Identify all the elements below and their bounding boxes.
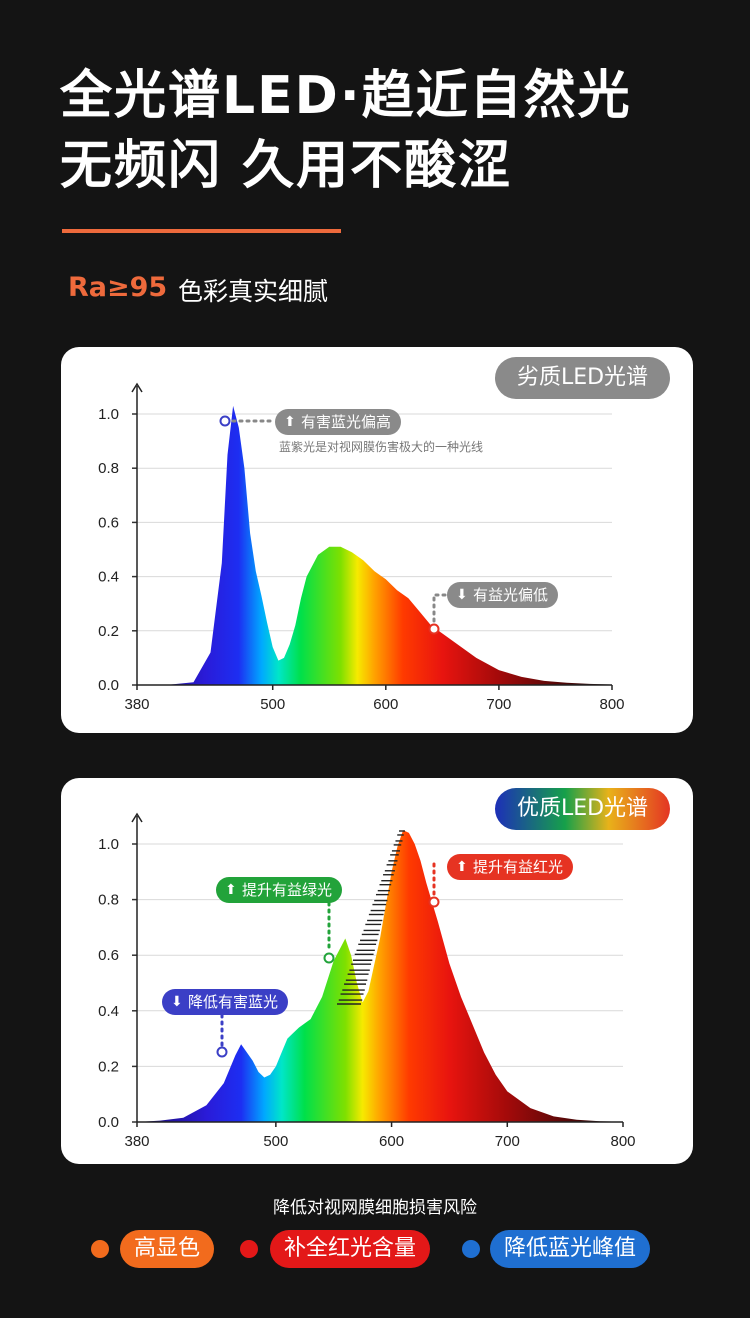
y-tick-label: 1.0 <box>98 406 119 423</box>
annotation-marker-blue <box>219 415 231 427</box>
annotation-leader <box>432 593 447 623</box>
annotation-marker-red <box>428 896 440 908</box>
annotation-label: 降低有害蓝光 <box>188 993 279 1011</box>
x-tick-label: 600 <box>379 1133 404 1150</box>
annotation-beneficial-low: ⬇ 有益光偏低 <box>447 582 559 608</box>
headline-line-2: 无频闪 久用不酸涩 <box>60 136 513 196</box>
annotation-label: 提升有益红光 <box>473 858 564 876</box>
x-tick-label: 380 <box>124 1133 149 1150</box>
x-tick-label: 800 <box>599 696 624 713</box>
y-tick-label: 0.6 <box>98 514 119 531</box>
x-tick-label: 700 <box>486 696 511 713</box>
arrow-up-icon: ⬆ <box>284 414 296 430</box>
x-tick-label: 700 <box>495 1133 520 1150</box>
ra-description: 色彩真实细腻 <box>178 277 329 306</box>
poor-spectrum-card: 0.0 0.2 0.4 0.6 0.8 1.0 380 500 600 700 800 劣质LED光… <box>61 347 693 733</box>
annotation-harmful-blue-high: ⬆ 有害蓝光偏高 <box>275 409 402 435</box>
y-axis-arrow <box>131 382 143 393</box>
y-tick-label: 0.2 <box>98 623 119 640</box>
spectrum-area <box>137 830 623 1122</box>
ra-value: Ra≥95 <box>68 272 168 303</box>
annotation-boost-green: ⬆ 提升有益绿光 <box>216 877 343 903</box>
x-tick-label: 500 <box>263 1133 288 1150</box>
annotation-marker-blue <box>216 1046 228 1058</box>
x-tick-label: 380 <box>124 696 149 713</box>
arrow-down-icon: ⬇ <box>171 994 183 1010</box>
accent-divider <box>62 229 341 233</box>
feature-red-light: 补全红光含量 <box>270 1230 431 1268</box>
feature-dot-blue <box>462 1240 480 1258</box>
annotation-label: 有害蓝光偏高 <box>301 413 392 431</box>
y-tick-label: 0.4 <box>98 569 119 586</box>
y-axis-arrow <box>131 812 143 823</box>
feature-dot-orange <box>91 1240 109 1258</box>
y-tick-label: 0.4 <box>98 1003 119 1020</box>
arrow-up-icon: ⬆ <box>225 882 237 898</box>
poor-spectrum-title-badge: 劣质LED光谱 <box>495 357 670 399</box>
annotation-marker-green <box>323 952 335 964</box>
x-tick-label: 500 <box>260 696 285 713</box>
y-tick-label: 0.2 <box>98 1058 119 1075</box>
y-tick-label: 0.0 <box>98 1114 119 1131</box>
arrow-down-icon: ⬇ <box>456 587 468 603</box>
arrow-up-icon: ⬆ <box>456 859 468 875</box>
poor-spectrum-chart: 0.0 0.2 0.4 0.6 0.8 1.0 380 500 600 700 800 <box>98 382 625 713</box>
y-tick-label: 0.8 <box>98 460 119 477</box>
y-tick-label: 0.8 <box>98 892 119 909</box>
annotation-boost-red: ⬆ 提升有益红光 <box>447 854 574 880</box>
quality-spectrum-chart: 0.0 0.2 0.4 0.6 0.8 1.0 380 500 600 700 800 <box>98 812 636 1150</box>
annotation-label: 提升有益绿光 <box>242 881 333 899</box>
y-tick-label: 0.0 <box>98 677 119 694</box>
feature-high-cri: 高显色 <box>120 1230 215 1268</box>
feature-dot-red <box>240 1240 258 1258</box>
annotation-note: 蓝紫光是对视网膜伤害极大的一种光线 <box>279 440 484 454</box>
headline-line-1: 全光谱LED·趋近自然光 <box>60 66 632 126</box>
annotation-label: 有益光偏低 <box>473 586 549 604</box>
hatched-gap-region <box>337 830 405 1005</box>
y-tick-label: 1.0 <box>98 836 119 853</box>
x-tick-label: 800 <box>610 1133 635 1150</box>
quality-spectrum-title-badge: 优质LED光谱 <box>495 788 670 830</box>
annotation-reduce-blue: ⬇ 降低有害蓝光 <box>162 989 289 1015</box>
feature-reduce-blue-peak: 降低蓝光峰值 <box>490 1230 651 1268</box>
spectrum-area <box>137 405 612 685</box>
annotation-marker-red <box>428 623 440 635</box>
x-tick-label: 600 <box>373 696 398 713</box>
quality-spectrum-card: 0.0 0.2 0.4 0.6 0.8 1.0 380 500 600 700 800 优质LED光… <box>61 778 693 1164</box>
footer-note: 降低对视网膜细胞损害风险 <box>273 1198 477 1218</box>
y-tick-label: 0.6 <box>98 947 119 964</box>
